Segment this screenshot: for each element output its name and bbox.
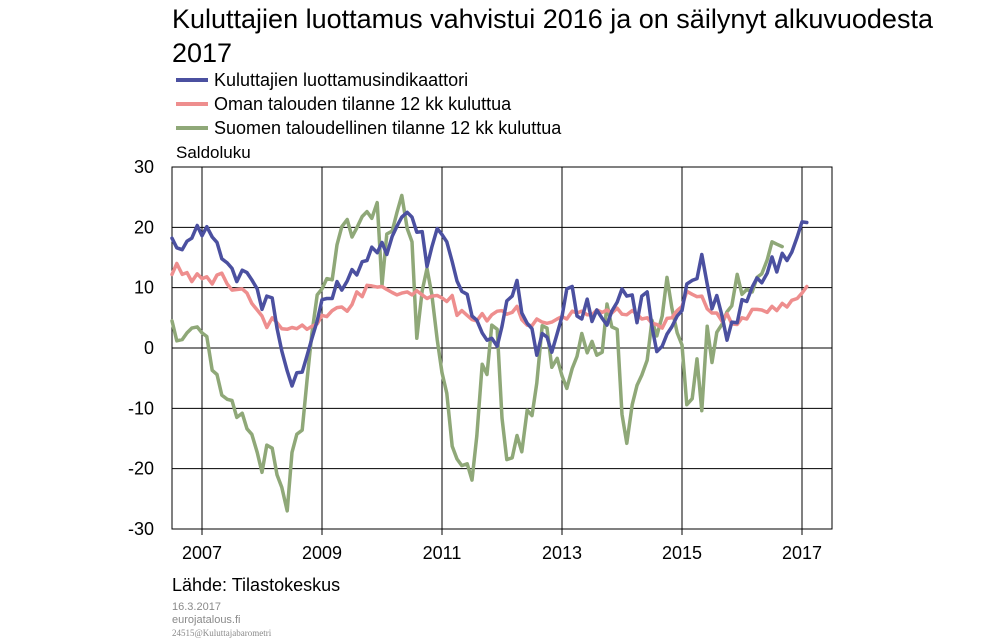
y-axis-unit-label: Saldoluku: [176, 143, 251, 162]
source-label: Lähde: Tilastokeskus: [172, 575, 341, 595]
x-tick-label: 2009: [302, 543, 342, 563]
chart-code: 24515@Kuluttajabarometri: [172, 628, 272, 638]
x-tick-label: 2011: [423, 543, 462, 563]
legend: Kuluttajien luottamusindikaattori Oman t…: [176, 68, 561, 140]
y-tick-label: 30: [134, 157, 154, 177]
chart-title: Kuluttajien luottamus vahvistui 2016 ja …: [172, 4, 933, 68]
legend-label-finland-economy: Suomen taloudellinen tilanne 12 kk kulut…: [214, 117, 562, 138]
x-tick-label: 2015: [662, 543, 702, 563]
x-tick-label: 2013: [542, 543, 582, 563]
y-tick-label: 0: [144, 338, 154, 358]
plot-frame: [171, 166, 833, 530]
x-tick-label: 2017: [782, 543, 822, 563]
legend-item-own-finances: Oman talouden tilanne 12 kk kuluttua: [176, 92, 561, 116]
series-line-consumer-confidence: [170, 210, 809, 388]
legend-label-consumer-confidence: Kuluttajien luottamusindikaattori: [214, 69, 469, 90]
y-tick-label: 20: [134, 217, 154, 237]
legend-swatch-own-finances: [176, 102, 208, 106]
y-tick-label: -10: [128, 398, 154, 418]
y-tick-label: 10: [134, 278, 154, 298]
legend-label-own-finances: Oman talouden tilanne 12 kk kuluttua: [214, 93, 512, 114]
legend-item-finland-economy: Suomen taloudellinen tilanne 12 kk kulut…: [176, 116, 561, 140]
legend-swatch-consumer-confidence: [176, 78, 208, 82]
x-tick-label: 2007: [182, 543, 222, 563]
legend-swatch-finland-economy: [176, 126, 208, 130]
legend-item-consumer-confidence: Kuluttajien luottamusindikaattori: [176, 68, 561, 92]
y-tick-label: -30: [128, 519, 154, 539]
series-line-finland-economy: [170, 193, 784, 513]
y-tick-label: -20: [128, 459, 154, 479]
publish-date: 16.3.2017: [172, 601, 221, 613]
site-name: eurojatalous.fi: [172, 614, 241, 626]
